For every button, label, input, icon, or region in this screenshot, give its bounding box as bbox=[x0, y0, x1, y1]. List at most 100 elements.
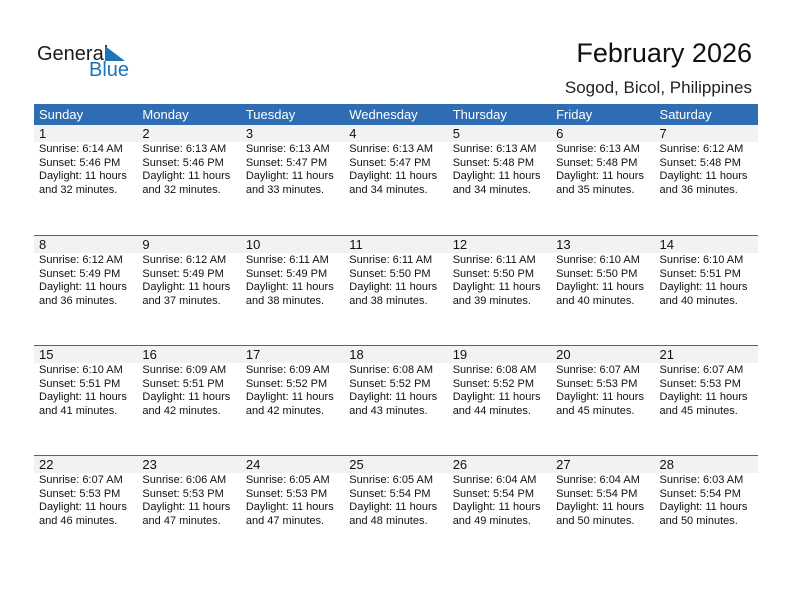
sunrise-text: Sunrise: 6:07 AM bbox=[556, 364, 640, 376]
sunrise-text: Sunrise: 6:12 AM bbox=[142, 254, 227, 266]
day-number: 4 bbox=[349, 126, 357, 141]
day-cell: Sunrise: 6:04 AM Sunset: 5:54 PM Daylight:… bbox=[448, 473, 551, 528]
day-number: 16 bbox=[142, 347, 157, 362]
sunrise-text: Sunrise: 6:05 AM bbox=[349, 474, 434, 486]
sunrise-text: Sunrise: 6:04 AM bbox=[452, 474, 537, 486]
day-cell: Sunrise: 6:03 AM Sunset: 5:54 PM Daylight:… bbox=[655, 473, 758, 528]
sunset-text: Sunset: 5:52 PM bbox=[245, 377, 328, 390]
daylight2-text: and 38 minutes. bbox=[349, 294, 428, 307]
daylight1-text: Daylight: 11 hours bbox=[39, 391, 127, 403]
daylight1-text: Daylight: 11 hours bbox=[142, 281, 231, 293]
weekday-saturday: Saturday bbox=[659, 107, 712, 122]
daylight2-text: and 48 minutes. bbox=[349, 514, 428, 527]
info-row: Sunrise: 6:12 AM Sunset: 5:49 PM Daylight:… bbox=[34, 253, 758, 308]
sunset-text: Sunset: 5:47 PM bbox=[349, 156, 431, 169]
daylight2-text: and 40 minutes. bbox=[659, 294, 738, 307]
day-cell: Sunrise: 6:13 AM Sunset: 5:48 PM Daylight:… bbox=[551, 142, 654, 197]
day-number: 13 bbox=[556, 237, 571, 252]
daylight1-text: Daylight: 11 hours bbox=[349, 391, 438, 403]
day-number: 21 bbox=[659, 347, 674, 362]
sunrise-text: Sunrise: 6:08 AM bbox=[452, 364, 537, 376]
info-row: Sunrise: 6:07 AM Sunset: 5:53 PM Daylight:… bbox=[34, 473, 758, 528]
day-number: 19 bbox=[452, 347, 468, 362]
daylight1-text: Daylight: 11 hours bbox=[659, 501, 748, 513]
day-number: 6 bbox=[556, 126, 564, 141]
sunrise-text: Sunrise: 6:04 AM bbox=[556, 474, 640, 486]
sunset-text: Sunset: 5:49 PM bbox=[245, 267, 328, 280]
daylight2-text: and 40 minutes. bbox=[556, 294, 635, 307]
week-row: 8 9 10 11 12 13 14 Sunrise: 6:12 AM Sunset: 5:49… bbox=[34, 235, 758, 345]
daylight2-text: and 44 minutes. bbox=[452, 404, 531, 417]
sunrise-text: Sunrise: 6:09 AM bbox=[245, 364, 330, 376]
daylight1-text: Daylight: 11 hours bbox=[39, 501, 127, 513]
sunrise-text: Sunrise: 6:10 AM bbox=[556, 254, 640, 266]
week-row: 1 2 3 4 5 6 7 Sunrise: 6:14 AM Sunset: 5:46 PM Da… bbox=[34, 125, 758, 235]
daylight1-text: Daylight: 11 hours bbox=[452, 501, 541, 513]
daylight2-text: and 32 minutes. bbox=[142, 183, 221, 196]
daylight1-text: Daylight: 11 hours bbox=[452, 281, 541, 293]
day-cell: Sunrise: 6:05 AM Sunset: 5:54 PM Daylight:… bbox=[344, 473, 447, 528]
sunrise-text: Sunrise: 6:13 AM bbox=[349, 143, 434, 155]
sunrise-text: Sunrise: 6:12 AM bbox=[659, 143, 744, 155]
sunrise-text: Sunrise: 6:11 AM bbox=[245, 254, 329, 266]
sunrise-text: Sunrise: 6:06 AM bbox=[142, 474, 227, 486]
day-number: 26 bbox=[452, 457, 468, 472]
sunset-text: Sunset: 5:49 PM bbox=[39, 267, 121, 280]
daylight1-text: Daylight: 11 hours bbox=[659, 391, 748, 403]
calendar-grid: Sunday Monday Tuesday Wednesday Thursday Frid… bbox=[34, 104, 758, 565]
sunset-text: Sunset: 5:51 PM bbox=[142, 377, 224, 390]
day-number: 17 bbox=[245, 347, 261, 362]
day-number: 18 bbox=[349, 347, 364, 362]
day-cell: Sunrise: 6:12 AM Sunset: 5:48 PM Daylight:… bbox=[655, 142, 758, 197]
daylight1-text: Daylight: 11 hours bbox=[659, 170, 748, 182]
weekday-sunday: Sunday bbox=[39, 107, 84, 122]
day-number: 20 bbox=[556, 347, 571, 362]
daylight1-text: Daylight: 11 hours bbox=[659, 281, 748, 293]
day-number: 7 bbox=[659, 126, 667, 141]
info-row: Sunrise: 6:10 AM Sunset: 5:51 PM Daylight:… bbox=[34, 363, 758, 418]
sunset-text: Sunset: 5:48 PM bbox=[556, 156, 638, 169]
weekday-wednesday: Wednesday bbox=[349, 107, 418, 122]
day-number: 2 bbox=[142, 126, 150, 141]
daylight2-text: and 36 minutes. bbox=[39, 294, 118, 307]
week-row: 15 16 17 18 19 20 21 Sunrise: 6:10 AM Sunset: 5:… bbox=[34, 345, 758, 455]
day-cell: Sunrise: 6:05 AM Sunset: 5:53 PM Daylight:… bbox=[241, 473, 344, 528]
sunrise-text: Sunrise: 6:08 AM bbox=[349, 364, 434, 376]
daylight2-text: and 36 minutes. bbox=[659, 183, 738, 196]
sunset-text: Sunset: 5:53 PM bbox=[245, 487, 328, 500]
date-strip: 8 9 10 11 12 13 14 bbox=[34, 236, 758, 253]
day-cell: Sunrise: 6:07 AM Sunset: 5:53 PM Daylight:… bbox=[34, 473, 137, 528]
sunset-text: Sunset: 5:49 PM bbox=[142, 267, 224, 280]
daylight2-text: and 42 minutes. bbox=[245, 404, 325, 417]
day-cell: Sunrise: 6:04 AM Sunset: 5:54 PM Daylight:… bbox=[551, 473, 654, 528]
daylight2-text: and 34 minutes. bbox=[452, 183, 531, 196]
day-number: 25 bbox=[349, 457, 364, 472]
logo-text-blue: Blue bbox=[89, 59, 130, 81]
day-number: 23 bbox=[142, 457, 157, 472]
day-cell: Sunrise: 6:13 AM Sunset: 5:48 PM Daylight:… bbox=[448, 142, 551, 197]
daylight1-text: Daylight: 11 hours bbox=[556, 501, 644, 513]
day-cell: Sunrise: 6:10 AM Sunset: 5:50 PM Daylight:… bbox=[551, 253, 654, 308]
sunset-text: Sunset: 5:53 PM bbox=[556, 377, 638, 390]
sunrise-text: Sunrise: 6:13 AM bbox=[556, 143, 640, 155]
day-cell: Sunrise: 6:12 AM Sunset: 5:49 PM Daylight:… bbox=[34, 253, 137, 308]
logo-text-general: General bbox=[37, 43, 109, 65]
daylight2-text: and 41 minutes. bbox=[39, 404, 118, 417]
daylight2-text: and 32 minutes. bbox=[39, 183, 118, 196]
daylight2-text: and 43 minutes. bbox=[349, 404, 428, 417]
day-number: 8 bbox=[39, 237, 47, 252]
sunrise-text: Sunrise: 6:09 AM bbox=[142, 364, 227, 376]
sunset-text: Sunset: 5:54 PM bbox=[452, 487, 535, 500]
sunset-text: Sunset: 5:51 PM bbox=[39, 377, 121, 390]
day-number: 11 bbox=[349, 237, 363, 252]
daylight1-text: Daylight: 11 hours bbox=[556, 170, 644, 182]
daylight2-text: and 38 minutes. bbox=[245, 294, 325, 307]
week-row: 22 23 24 25 26 27 28 Sunrise: 6:07 AM Sunset: 5:… bbox=[34, 455, 758, 565]
day-cell: Sunrise: 6:10 AM Sunset: 5:51 PM Daylight:… bbox=[34, 363, 137, 418]
weekday-monday: Monday bbox=[142, 107, 189, 122]
weekday-tuesday: Tuesday bbox=[245, 107, 296, 122]
daylight2-text: and 33 minutes. bbox=[245, 183, 325, 196]
sunset-text: Sunset: 5:46 PM bbox=[39, 156, 121, 169]
daylight2-text: and 49 minutes. bbox=[452, 514, 531, 527]
day-cell: Sunrise: 6:08 AM Sunset: 5:52 PM Daylight:… bbox=[448, 363, 551, 418]
